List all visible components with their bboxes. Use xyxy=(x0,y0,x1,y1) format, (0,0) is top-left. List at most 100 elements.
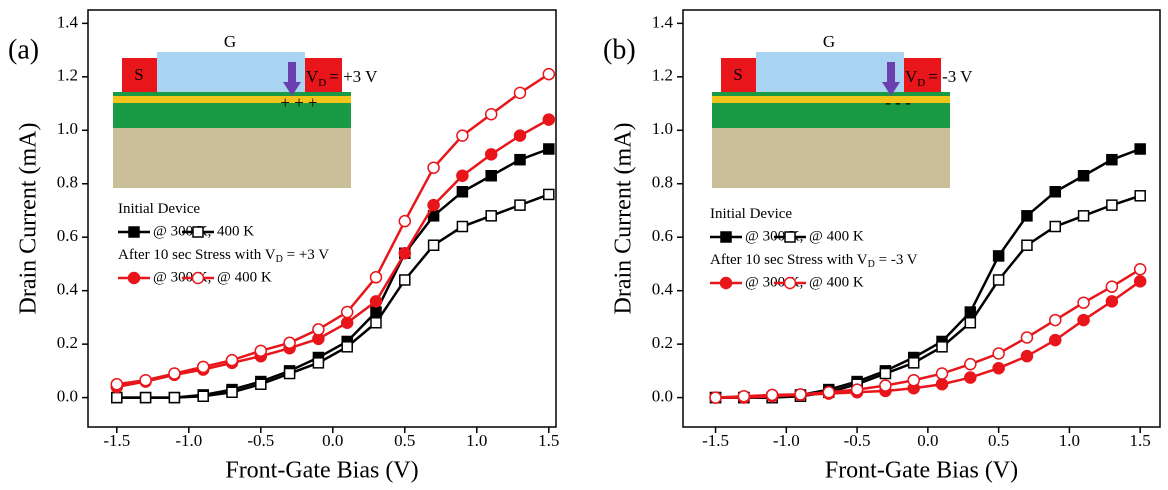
legend-label: 400 K xyxy=(217,223,254,239)
charge-label: + + + xyxy=(280,93,317,112)
marker xyxy=(513,86,527,100)
marker xyxy=(168,391,181,404)
panel-label: (a) xyxy=(8,34,39,65)
y-tick-label: 0.8 xyxy=(57,173,78,192)
x-tick-label: -0.5 xyxy=(844,431,871,450)
legend-title-tail: = -3 V xyxy=(875,252,918,268)
legend-title: After 10 sec Stress with VD = -3 V xyxy=(710,252,918,270)
marker xyxy=(340,316,354,329)
marker xyxy=(1105,280,1119,293)
x-tick-label: -1.5 xyxy=(103,431,130,450)
marker xyxy=(1049,313,1062,327)
marker xyxy=(879,367,892,380)
marker xyxy=(720,231,732,243)
marker xyxy=(398,214,412,228)
marker xyxy=(765,388,779,402)
marker xyxy=(456,129,469,142)
marker xyxy=(1105,295,1119,308)
marker xyxy=(369,295,383,308)
marker xyxy=(139,373,152,387)
x-tick-label: 0.5 xyxy=(988,431,1009,450)
x-tick-label: -0.5 xyxy=(247,431,274,450)
marker xyxy=(850,383,864,396)
legend-title-text: Initial Device xyxy=(710,206,792,222)
legend-label: @ 400 K xyxy=(809,228,864,244)
marker xyxy=(1077,169,1090,182)
marker xyxy=(127,271,141,285)
series-line xyxy=(715,280,1141,399)
marker xyxy=(784,231,796,243)
series-line xyxy=(116,118,550,389)
marker xyxy=(312,357,325,369)
marker xyxy=(992,274,1005,286)
marker xyxy=(1049,186,1062,198)
drain-subscript: D xyxy=(318,77,326,89)
legend-label: @ 400 K xyxy=(217,269,272,285)
marker xyxy=(370,317,382,329)
series-line xyxy=(715,194,1141,399)
x-tick-label: 1.0 xyxy=(466,431,487,450)
y-tick-label: 1.4 xyxy=(57,12,79,31)
marker xyxy=(128,226,140,238)
series-line xyxy=(116,193,550,399)
marker xyxy=(1077,313,1090,327)
plot-area: 0.0 0.2 0.4 0.6 0.8 1.0 1.2 1.4 -1.5 -1.0 -0.5 0.0 0… xyxy=(8,9,559,484)
x-axis-label: Front-Gate Bias (V) xyxy=(825,458,1018,484)
marker xyxy=(398,247,412,260)
y-tick-label: 0.8 xyxy=(652,173,673,192)
marker xyxy=(456,169,469,182)
marker xyxy=(196,360,210,374)
arrow-shaft xyxy=(887,62,895,82)
drain-subscript: D xyxy=(917,77,925,89)
drain-voltage: V xyxy=(306,67,319,86)
substrate xyxy=(712,128,950,188)
marker xyxy=(709,391,722,404)
inset-diagram: G S VD = +3 V + + + xyxy=(113,32,378,188)
marker xyxy=(485,210,497,222)
marker xyxy=(543,188,555,201)
drain-voltage-label: VD = -3 V xyxy=(905,67,973,89)
y-tick-label: 0.6 xyxy=(57,226,78,245)
y-tick-label: 1.0 xyxy=(57,119,78,138)
drain-value: = -3 V xyxy=(928,67,973,86)
drain xyxy=(904,58,941,92)
marker xyxy=(783,276,797,290)
marker xyxy=(110,377,124,391)
gate xyxy=(157,52,305,92)
y-tick-label: 1.0 xyxy=(652,119,673,138)
gate xyxy=(756,52,904,92)
marker xyxy=(1077,296,1090,309)
marker xyxy=(197,390,209,403)
plot-frame xyxy=(87,9,557,428)
marker xyxy=(312,323,325,336)
substrate xyxy=(113,128,351,188)
y-tick-label: 0.6 xyxy=(652,226,673,245)
channel-layer xyxy=(712,96,950,103)
top-layer xyxy=(712,92,950,96)
marker xyxy=(964,317,977,329)
x-tick-label: 0.0 xyxy=(322,431,343,450)
x-tick-label: -1.0 xyxy=(773,431,800,450)
marker xyxy=(964,357,977,371)
y-tick-label: 0.2 xyxy=(652,333,673,352)
legend-title: Initial Device xyxy=(118,201,200,217)
gate-label: G xyxy=(224,32,236,51)
marker xyxy=(936,341,948,353)
marker xyxy=(1134,143,1146,155)
marker xyxy=(992,250,1005,262)
legend-title-text: After 10 sec Stress with V xyxy=(118,247,276,263)
legend-title: Initial Device xyxy=(710,206,792,222)
x-tick-label: 1.5 xyxy=(538,431,559,450)
y-tick-label: 1.4 xyxy=(652,12,674,31)
marker xyxy=(111,391,123,404)
marker xyxy=(992,361,1005,375)
y-tick-label: 0.0 xyxy=(652,387,673,406)
x-tick-label: 0.0 xyxy=(917,431,938,450)
marker xyxy=(907,357,920,369)
y-axis-label: Drain Current (mA) xyxy=(611,123,637,315)
marker xyxy=(341,341,353,353)
x-tick-label: 0.5 xyxy=(394,431,415,450)
legend-title-tail: = +3 V xyxy=(283,247,329,263)
